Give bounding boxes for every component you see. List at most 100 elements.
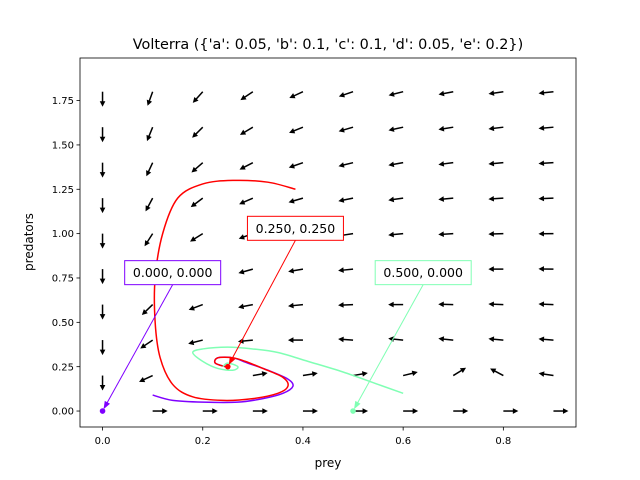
quiver-arrow [438, 90, 454, 97]
quiver-arrow [438, 301, 454, 308]
quiver-arrow [192, 91, 204, 103]
quiver-arrow [288, 197, 304, 204]
quiver-arrow [503, 408, 519, 414]
quiver-arrow [490, 368, 504, 377]
quiver-arrow [453, 408, 469, 414]
y-tick-label: 0.00 [52, 407, 74, 418]
annotation-box [246, 215, 344, 241]
quiver-arrow [538, 160, 554, 167]
quiver-arrow [99, 127, 106, 143]
quiver-arrow [146, 162, 154, 177]
y-axis-ticks: 0.00 0.25 0.50 0.75 1.00 1.25 1.50 1.75 [52, 96, 80, 418]
x-axis-label: prey [315, 456, 342, 470]
quiver-arrow [388, 336, 404, 342]
trajectory-curves [152, 179, 404, 404]
x-axis-ticks: 0.0 0.2 0.4 0.6 0.8 [95, 427, 511, 447]
quiver-arrow [192, 126, 204, 138]
y-tick-label: 0.50 [52, 318, 74, 329]
quiver-arrow [488, 125, 504, 132]
quiver-arrow [438, 231, 454, 237]
quiver-arrow [488, 266, 504, 272]
annotation-arrow [228, 240, 296, 365]
annotations: 0.000, 0.000 0.250, 0.250 0.500, 0.000 [99, 215, 472, 414]
quiver-arrow [152, 408, 168, 414]
quiver-arrow [289, 91, 304, 99]
quiver-arrow [288, 302, 304, 309]
annotation-arrow [103, 284, 174, 410]
quiver-arrow [538, 125, 554, 131]
quiver-arrow [146, 126, 154, 142]
quiver-arrow [338, 90, 354, 98]
quiver-arrow [302, 408, 318, 414]
quiver-arrow [338, 161, 354, 168]
quiver-arrow [438, 336, 454, 342]
quiver-arrow [438, 196, 454, 202]
quiver-arrow [488, 301, 504, 308]
quiver-arrow [338, 197, 354, 203]
annotation-box [124, 260, 222, 286]
quiver-arrow [338, 126, 354, 133]
x-tick-label: 0.6 [395, 436, 411, 447]
plot-frame [79, 57, 577, 428]
quiver-arrow [99, 304, 106, 320]
quiver-arrow [538, 371, 554, 377]
quiver-arrow [99, 340, 106, 356]
trajectory-curve [153, 179, 296, 402]
y-tick-label: 0.75 [52, 274, 74, 285]
y-tick-label: 1.75 [52, 96, 74, 107]
quiver-arrow [239, 126, 254, 135]
y-tick-label: 1.00 [52, 229, 74, 240]
annotation-label: 0.000, 0.000 [133, 265, 213, 280]
chart-title: Volterra ({'a': 0.05, 'b': 0.1, 'c': 0.1… [133, 37, 523, 53]
quiver-arrow [139, 374, 153, 383]
y-tick-label: 1.25 [52, 185, 74, 196]
x-tick-label: 0.2 [195, 436, 211, 447]
quiver-arrow [140, 339, 154, 349]
quiver-arrow [538, 266, 554, 272]
quiver-arrow [191, 162, 204, 173]
quiver-arrow [388, 90, 404, 97]
quiver-arrow [289, 126, 304, 134]
quiver-arrow [388, 231, 404, 238]
y-tick-label: 0.25 [52, 362, 74, 373]
y-tick-label: 1.50 [52, 141, 74, 152]
quiver-arrow [141, 304, 154, 316]
annotation-label: 0.250, 0.250 [256, 221, 336, 236]
x-tick-label: 0.8 [495, 436, 511, 447]
quiver-arrow [99, 269, 106, 285]
quiver-arrow [488, 336, 504, 342]
quiver-arrow [190, 232, 204, 242]
quiver-arrow [252, 371, 268, 377]
quiver-arrow [239, 162, 254, 170]
quiver-arrow [238, 268, 254, 275]
quiver-arrow [188, 339, 203, 346]
quiver-arrow [99, 233, 106, 249]
quiver-arrow [338, 267, 354, 273]
quiver-arrow [388, 196, 404, 203]
quiver-arrow [239, 197, 254, 205]
quiver-arrow [538, 336, 554, 343]
quiver-arrow [538, 195, 554, 202]
quiver-arrow [538, 230, 554, 237]
quiver-arrow [488, 160, 504, 167]
trajectory-start-point [350, 408, 356, 414]
quiver-arrow [403, 408, 419, 414]
quiver-arrow [202, 408, 218, 414]
quiver-arrow [99, 91, 106, 107]
quiver-arrow [338, 302, 354, 308]
quiver-arrow [438, 161, 454, 167]
quiver-arrow [488, 90, 504, 96]
quiver-arrow [388, 301, 404, 308]
quiver-field [99, 89, 569, 414]
quiver-arrow [402, 370, 418, 377]
quiver-arrow [99, 162, 106, 178]
trajectory-curve [191, 346, 404, 395]
quiver-arrow [352, 371, 368, 377]
y-axis-label: predators [22, 213, 36, 271]
quiver-arrow [538, 89, 554, 96]
quiver-arrow [553, 408, 569, 414]
quiver-arrow [145, 197, 154, 212]
quiver-arrow [288, 161, 304, 169]
quiver-arrow [538, 301, 554, 307]
